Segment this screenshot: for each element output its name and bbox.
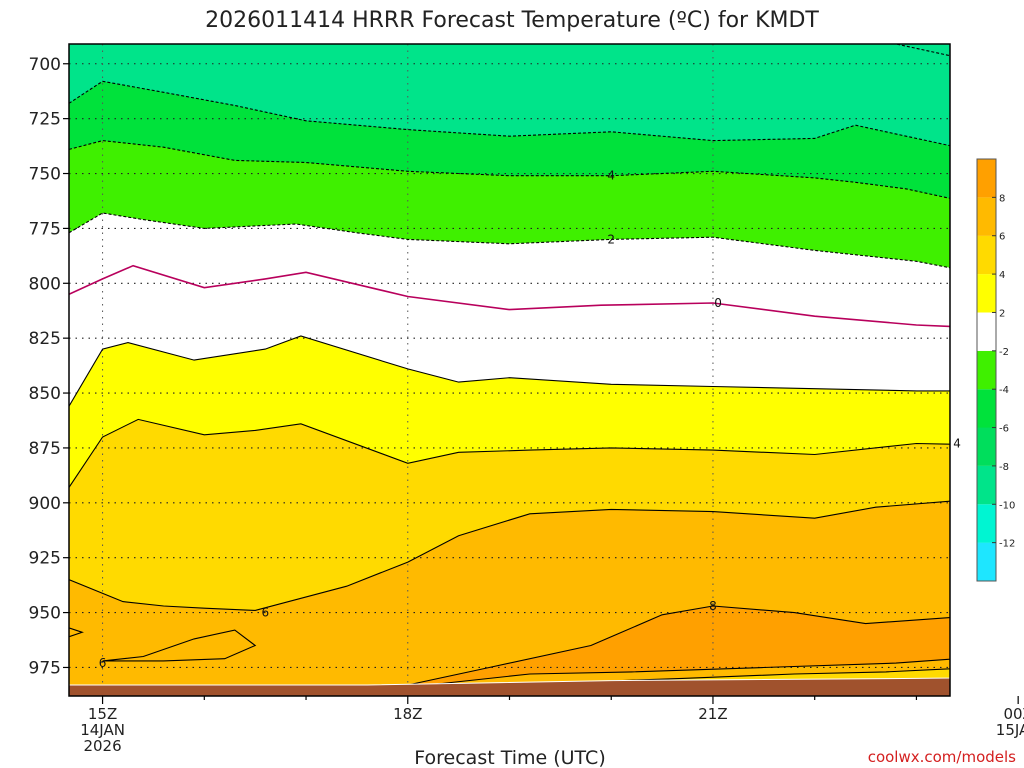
isotherm-line (407, 605, 950, 686)
x-tick-label: 2026 (83, 737, 121, 755)
colorbar-frame (976, 158, 997, 582)
y-tick-label: 925 (29, 549, 61, 569)
x-axis-label: Forecast Time (UTC) (414, 747, 605, 768)
colorbar-label: -8 (999, 462, 1009, 473)
x-axis: 15Z14JAN202618Z21Z00Z15JAN03Z06Z (80, 696, 1024, 755)
colorbar-swatch (977, 465, 996, 505)
colorbar-swatch (977, 389, 996, 428)
y-tick-label: 850 (29, 384, 61, 404)
contour-label: 2 (607, 232, 615, 246)
y-tick-label: 950 (29, 604, 61, 624)
contour-labels: 42048666 (99, 169, 961, 670)
y-tick-label: 900 (29, 494, 61, 514)
temperature-fills (69, 24, 1024, 696)
contour-label: 8 (709, 599, 717, 613)
x-tick-label: 18Z (393, 705, 422, 723)
y-tick-label: 775 (29, 219, 61, 239)
isotherm-line (69, 418, 950, 488)
isotherm-line (69, 627, 84, 638)
contour-label: 6 (99, 656, 107, 670)
y-axis: 700 725 750 775 800 825 850 875 900 925 950 975 (29, 55, 69, 678)
x-tick-label: 14JAN (80, 721, 125, 739)
colorbar-label: -12 (999, 539, 1015, 550)
contour-label: 6 (262, 606, 270, 620)
colorbar-label: -4 (999, 385, 1009, 396)
isotherm-line (69, 335, 950, 407)
contour-label: 4 (607, 169, 615, 183)
colorbar-swatch (977, 274, 996, 313)
y-tick-label: 875 (29, 439, 61, 459)
y-tick-label: 825 (29, 329, 61, 349)
colorbar-label: 6 (999, 232, 1005, 243)
x-tick-label: 21Z (698, 705, 727, 723)
isotherm-line (69, 140, 950, 199)
colorbar-swatch (977, 427, 996, 466)
pocket-fill (69, 627, 83, 637)
isotherm-line (102, 629, 257, 662)
chart-title: 2026011414 HRRR Forecast Temperature (ºC… (205, 8, 819, 33)
colorbar-swatch (977, 504, 996, 543)
pocket-fill (102, 630, 256, 661)
band-fill (407, 606, 950, 685)
contour-label: 0 (714, 296, 722, 310)
colorbar-swatch (977, 159, 996, 198)
y-tick-label: 750 (29, 165, 61, 185)
colorbar-label: -2 (999, 347, 1009, 358)
isotherm-line (69, 264, 950, 328)
band-fill (970, 24, 1024, 125)
colorbar-label: 4 (999, 270, 1005, 281)
colorbar-swatch (977, 542, 996, 581)
colorbar-label: 2 (999, 308, 1005, 319)
y-tick-label: 725 (29, 110, 61, 130)
plot-area (69, 24, 1024, 696)
ground-surface (69, 677, 950, 696)
colorbar-swatch (977, 312, 996, 351)
credit-text: coolwx.com/models (868, 748, 1016, 766)
colorbar: -12 -10 -8 -6 -4 -2 2 4 6 8 (976, 158, 1015, 582)
y-tick-label: 800 (29, 274, 61, 294)
ground-layer (69, 677, 950, 696)
colorbar-label: -10 (999, 500, 1015, 511)
colorbar-swatch (977, 350, 996, 390)
isotherm-line (69, 80, 950, 147)
x-tick-label: 15JAN (996, 721, 1024, 739)
gridlines (69, 44, 950, 696)
colorbar-swatch (977, 235, 996, 275)
y-tick-label: 700 (29, 55, 61, 75)
x-tick-label: 15Z (88, 705, 117, 723)
colorbar-swatch (977, 197, 996, 236)
colorbar-label: -6 (999, 424, 1009, 435)
colorbar-label: 8 (999, 193, 1005, 204)
x-tick-label: 00Z (1003, 705, 1024, 723)
y-tick-label: 975 (29, 658, 61, 678)
contour-label: 4 (953, 437, 961, 451)
